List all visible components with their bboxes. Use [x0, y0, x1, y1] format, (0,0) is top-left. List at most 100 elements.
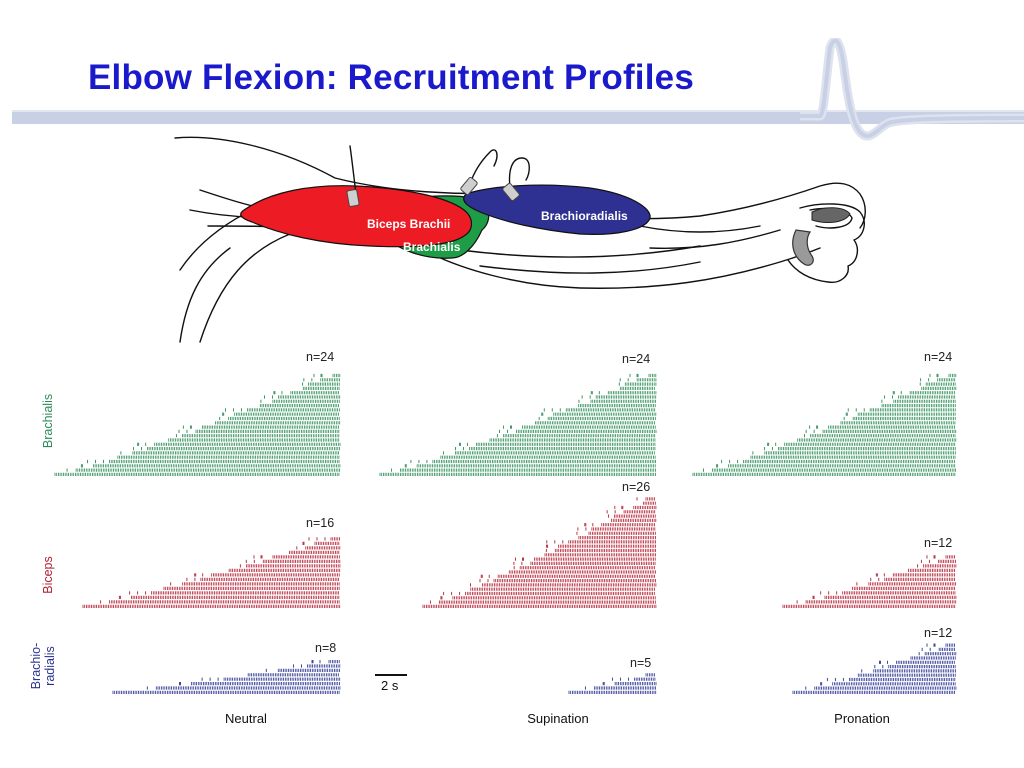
motor-unit-spike-train — [302, 541, 340, 545]
motor-unit-spike-train — [379, 472, 656, 476]
n-label-brachialis-neutral: n=24 — [306, 350, 335, 364]
motor-unit-spike-train — [612, 677, 656, 681]
motor-unit-spike-train — [619, 378, 657, 382]
motor-unit-spike-train — [614, 505, 657, 510]
motor-unit-spike-train — [645, 673, 655, 677]
motor-unit-spike-train — [643, 501, 656, 505]
motor-unit-spike-train — [581, 395, 657, 399]
upper-arm-outline — [174, 136, 521, 195]
motor-unit-spike-train — [313, 373, 341, 378]
motor-unit-spike-train — [879, 660, 955, 664]
n-label-brachioradialis-supination: n=5 — [630, 656, 652, 670]
raster-brachioradialis-pronation — [792, 643, 957, 694]
raster-biceps-neutral — [82, 537, 341, 608]
scale-bar — [375, 674, 407, 676]
motor-unit-spike-train — [545, 548, 656, 553]
electrode-wire-2 — [469, 149, 498, 185]
motor-unit-spike-train — [442, 451, 655, 455]
motor-unit-spike-train — [721, 459, 955, 464]
motor-unit-spike-train — [920, 378, 956, 382]
motor-unit-spike-train — [311, 660, 340, 664]
thumb-shape — [792, 229, 814, 266]
motor-unit-spike-train — [132, 447, 340, 451]
motor-unit-spike-train — [908, 568, 955, 572]
motor-unit-spike-train — [602, 682, 657, 686]
motor-unit-spike-train — [293, 664, 341, 668]
scale-bar-label: 2 s — [381, 678, 399, 693]
motor-unit-spike-train — [458, 442, 656, 446]
motor-unit-spike-train — [629, 373, 657, 378]
motor-unit-spike-train — [926, 643, 955, 647]
motor-unit-spike-train — [541, 412, 657, 416]
column-label-neutral: Neutral — [225, 711, 267, 726]
motor-unit-spike-train — [881, 404, 956, 408]
electrode-tips — [346, 176, 520, 207]
motor-unit-spike-train — [796, 600, 957, 604]
title-underline-bar — [12, 112, 1024, 124]
motor-unit-spike-train — [917, 564, 957, 568]
n-label-biceps-neutral: n=16 — [306, 516, 335, 530]
motor-unit-spike-train — [455, 447, 656, 451]
motor-unit-spike-train — [590, 391, 657, 395]
motor-unit-spike-train — [792, 690, 955, 694]
n-label-biceps-pronation: n=12 — [924, 536, 953, 550]
motor-unit-spike-train — [163, 586, 340, 590]
motor-unit-spike-train — [861, 669, 956, 673]
motor-unit-spike-train — [245, 559, 341, 563]
motor-unit-spike-train — [875, 573, 955, 577]
raster-brachioradialis-supination — [568, 673, 657, 694]
motor-unit-spike-train — [479, 579, 656, 583]
arm-muscle-diagram: Biceps Brachii Brachialis Brachioradiali… — [174, 136, 866, 343]
motor-unit-spike-train — [259, 404, 339, 408]
label-brachioradialis: Brachioradialis — [541, 209, 628, 223]
motor-unit-spike-train — [215, 421, 341, 425]
n-label-brachialis-supination: n=24 — [622, 352, 651, 366]
motor-unit-spike-train — [568, 690, 657, 694]
motor-unit-spike-train — [926, 555, 955, 559]
motor-unit-spike-train — [619, 386, 655, 390]
raster-biceps-pronation — [782, 555, 957, 608]
raster-biceps-supination — [422, 497, 657, 608]
motor-unit-spike-train — [607, 514, 656, 518]
raster-brachialis-pronation — [692, 373, 957, 476]
motor-unit-spike-train — [750, 455, 956, 459]
motor-unit-spike-train — [264, 395, 341, 399]
motor-unit-spike-train — [289, 550, 340, 554]
motor-unit-spike-train — [820, 591, 956, 595]
n-label-brachioradialis-neutral: n=8 — [315, 641, 337, 655]
motor-unit-spike-train — [845, 412, 956, 416]
motor-unit-spike-train — [820, 682, 956, 686]
motor-unit-spike-train — [239, 564, 341, 568]
motor-unit-spike-train — [219, 416, 340, 421]
column-label-supination: Supination — [527, 711, 589, 726]
motor-unit-spike-train — [856, 582, 956, 586]
motor-unit-spike-train — [809, 425, 955, 429]
motor-unit-spike-train — [480, 574, 655, 578]
motor-unit-spike-train — [146, 686, 341, 690]
raster-brachialis-supination — [379, 373, 657, 476]
motor-unit-spike-train — [410, 459, 656, 464]
motor-unit-spike-train — [929, 373, 957, 378]
n-label-brachialis-pronation: n=24 — [924, 350, 953, 364]
motor-unit-spike-train — [470, 587, 655, 591]
motor-unit-spike-train — [82, 604, 341, 608]
motor-unit-spike-train — [870, 577, 955, 581]
motor-unit-spike-train — [228, 568, 341, 572]
n-label-brachioradialis-pronation: n=12 — [924, 626, 953, 640]
n-label-biceps-supination: n=26 — [622, 480, 651, 494]
motor-unit-spike-train — [546, 544, 656, 548]
motor-unit-spike-train — [692, 472, 956, 476]
motor-unit-spike-train — [260, 399, 340, 403]
motor-unit-spike-train — [440, 596, 656, 600]
motor-unit-spike-train — [578, 404, 656, 408]
motor-unit-spike-train — [178, 429, 340, 433]
motor-unit-spike-train — [538, 416, 656, 421]
motor-unit-spike-train — [584, 686, 656, 690]
motor-unit-spike-train — [422, 604, 657, 608]
motor-unit-spike-train — [168, 438, 340, 442]
title-underline-highlight — [12, 110, 1024, 112]
motor-unit-spike-train — [253, 555, 340, 559]
motor-unit-spike-train — [892, 391, 955, 395]
motor-unit-spike-train — [919, 382, 956, 386]
